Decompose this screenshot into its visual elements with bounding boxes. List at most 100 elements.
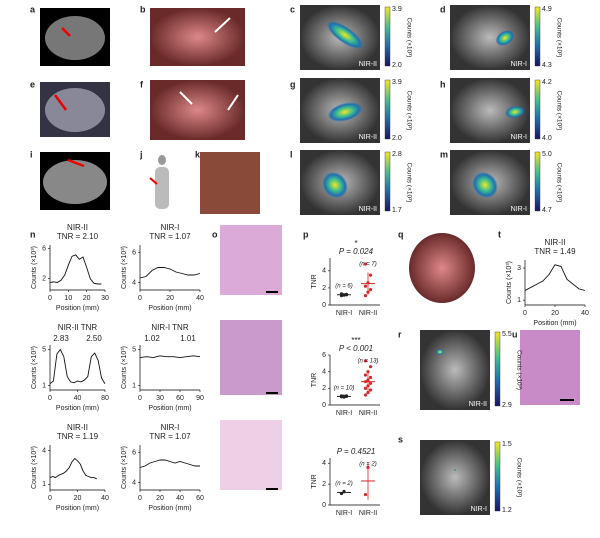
x-tick-label: 90 [196,395,204,402]
line [49,457,97,480]
data-point [363,393,368,397]
y-tick-label: 5 [42,346,46,353]
x-tick-label: 20 [83,295,91,302]
x-axis-label: Position (mm) [148,405,191,412]
panel-label: k [195,149,201,159]
photo [409,233,475,303]
nir-signal [436,349,444,355]
colorbar-max: 2.8 [392,151,402,158]
y-tick-label: 2 [322,385,326,392]
annotation: 1.01 [180,334,196,343]
panel-label: u [512,329,518,339]
y-tick-label: 1 [132,382,136,389]
ct-body [45,16,105,60]
y-tick-label: 4 [132,479,136,486]
nir-image [420,440,490,515]
panel-label: q [398,229,404,239]
colorbar-min: 2.0 [392,62,402,69]
n-label: (n = 7) [359,262,377,268]
y-tick-label: 6 [322,352,326,359]
colorbar [384,151,391,212]
line [139,355,201,359]
colorbar-max: 4.9 [542,6,552,13]
panel-label: c [290,4,295,14]
x-tick-label: 20 [166,295,174,302]
modality-label: NIR-I [471,506,487,513]
panel-label: o [212,229,218,239]
x-tick-label: 0 [48,295,52,302]
line [49,348,106,385]
colorbar-title: Counts (×10³) [405,163,412,203]
panel-label: r [398,329,402,339]
colorbar-max: 3.9 [392,6,402,13]
y-axis-label: Counts (×10³) [506,261,513,304]
pet-head [158,155,166,165]
colorbar-max: 1.5 [502,441,512,448]
x-tick-label: NIR-II [359,410,377,417]
y-axis-label: Counts (×10³) [121,346,128,389]
panel-label: m [440,149,448,159]
nir-signal [505,105,525,119]
x-axis-label: Position (mm) [148,305,191,312]
y-tick-label: 0 [322,302,326,309]
chart-title: NIR-I TNR [151,323,188,332]
colorbar-max: 3.9 [392,79,402,86]
y-tick-label: 6 [42,246,46,253]
colorbar-title: Counts (×10³) [405,91,412,131]
y-tick-label: 4 [42,447,46,454]
scale-bar [266,291,574,490]
photo [200,152,260,214]
chart-title: NIR-II TNR [58,323,98,332]
y-tick-label: 2 [322,285,326,292]
nir-signal [326,20,364,50]
nir-signal [495,30,515,46]
nir-image [420,330,490,410]
y-tick-label: 6 [132,449,136,456]
x-tick-label: 20 [551,310,559,317]
y-tick-label: 1 [42,481,46,488]
x-tick-label: NIR-II [359,310,377,317]
panel-label: l [290,149,293,159]
significance: * [354,239,357,248]
panel-label: e [30,79,35,89]
colorbar-max: 4.2 [542,79,552,86]
colorbar-min: 1.7 [392,207,402,214]
x-axis-label: Position (mm) [533,320,576,327]
panel-label: h [440,79,446,89]
colorbar [384,79,391,140]
x-tick-label: 10 [64,295,72,302]
panel-label: g [290,79,296,89]
x-tick-label: 40 [196,295,204,302]
x-tick-label: 30 [101,295,109,302]
annotation: 1.02 [144,334,160,343]
y-tick-label: 2 [322,481,326,488]
chart-subtitle: TNR = 1.49 [534,247,576,256]
y-tick-label: 6 [132,249,136,256]
n-label: (n = 6) [335,283,353,289]
colorbar-max: 5.0 [542,151,552,158]
colorbar-min: 1.2 [502,507,512,514]
p-value: P = 0.024 [339,247,374,256]
nir-signal [472,171,498,199]
colorbar-min: 4.0 [542,135,552,142]
y-tick-label: 4 [132,279,136,286]
x-tick-label: 40 [581,310,589,317]
y-tick-label: 0 [322,502,326,509]
colorbar [534,79,541,140]
line [139,459,200,468]
y-axis-label: Counts (×10³) [31,346,38,389]
x-axis-label: Position (mm) [56,505,99,512]
n-label: (n = 2) [359,462,377,468]
data-point [366,390,370,395]
x-tick-label: 0 [48,495,52,502]
colorbar-title: Counts (×10³) [405,18,412,58]
colorbar [494,331,501,407]
y-axis-label: TNR [311,373,318,387]
chart-subtitle: TNR = 2.10 [57,232,99,241]
x-tick-label: 30 [156,395,164,402]
ct-body [45,88,105,132]
data-point [368,375,373,380]
x-tick-label: NIR-I [336,310,352,317]
modality-label: NIR-I [511,134,527,141]
